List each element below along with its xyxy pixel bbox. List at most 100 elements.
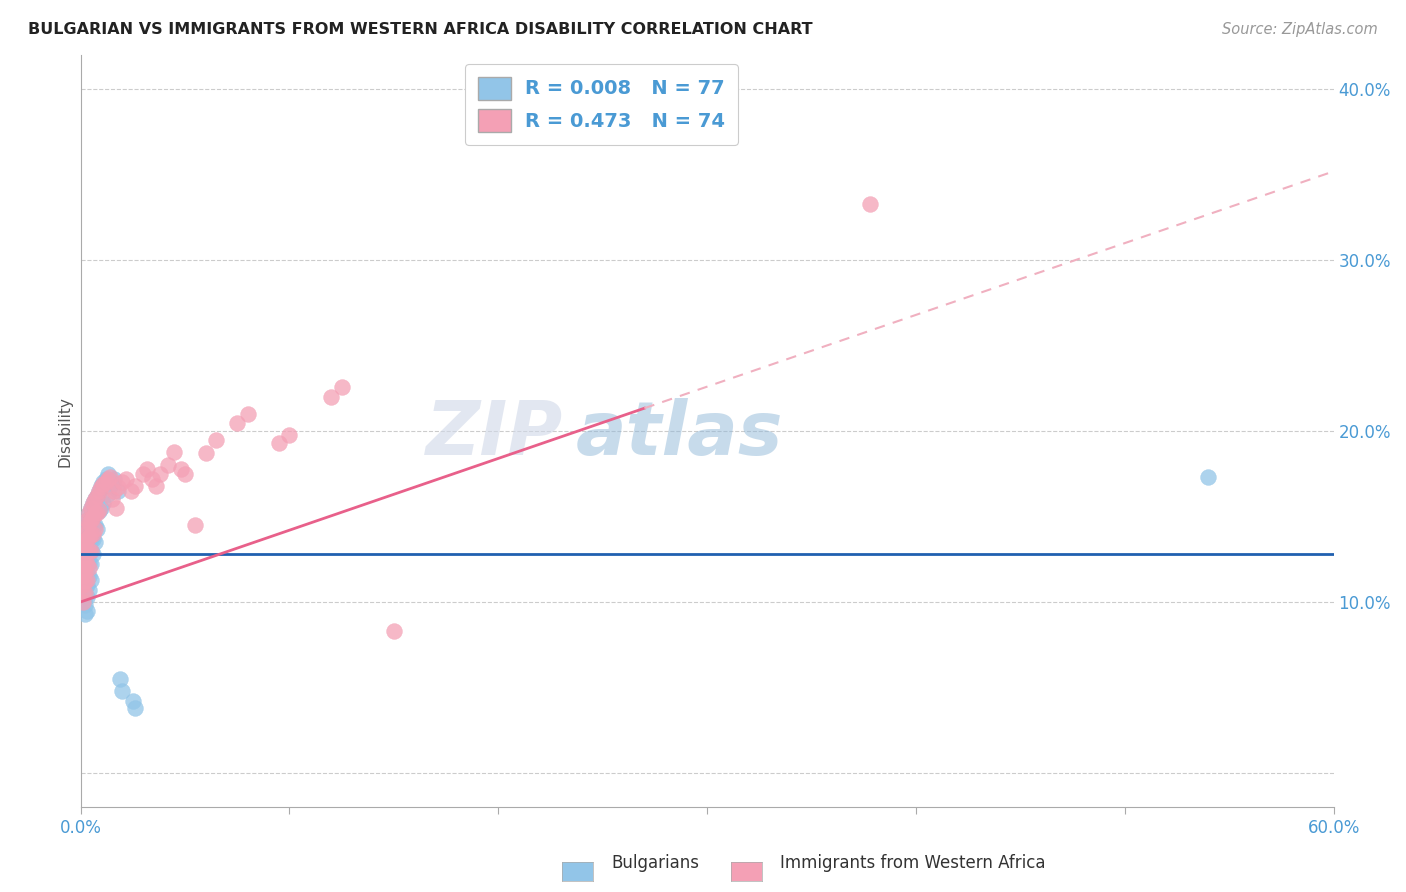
Point: [72, 535, 94, 549]
Point: [76, 543, 98, 558]
Point: [72, 543, 94, 558]
Text: BULGARIAN VS IMMIGRANTS FROM WESTERN AFRICA DISABILITY CORRELATION CHART: BULGARIAN VS IMMIGRANTS FROM WESTERN AFR…: [28, 22, 813, 37]
Point: [97, 467, 120, 481]
Point: [82, 509, 104, 524]
Point: [84, 492, 107, 507]
Point: [77, 516, 100, 531]
Point: [72, 558, 94, 572]
Point: [84, 506, 107, 520]
Point: [86, 521, 108, 535]
Point: [149, 467, 172, 481]
Point: [73, 586, 96, 600]
Point: [101, 475, 124, 490]
Point: [77, 543, 100, 558]
Text: Bulgarians: Bulgarians: [612, 855, 700, 872]
Point: [73, 573, 96, 587]
Point: [111, 475, 134, 490]
Point: [80, 543, 103, 558]
Point: [73, 582, 96, 596]
Point: [82, 506, 104, 520]
Point: [77, 561, 100, 575]
Point: [124, 701, 146, 715]
Point: [86, 504, 108, 518]
Point: [76, 513, 98, 527]
Point: [72, 543, 94, 558]
Point: [136, 461, 159, 475]
Point: [73, 552, 96, 566]
Point: [86, 506, 108, 520]
Point: [330, 379, 353, 393]
Point: [205, 433, 228, 447]
Point: [1197, 470, 1219, 484]
Point: [72, 552, 94, 566]
Point: [859, 196, 882, 211]
Point: [157, 458, 180, 473]
Point: [76, 578, 98, 592]
Point: [82, 518, 104, 533]
Point: [93, 477, 115, 491]
Point: [72, 595, 94, 609]
Point: [76, 603, 98, 617]
Point: [97, 472, 120, 486]
Point: [105, 501, 128, 516]
Point: [72, 586, 94, 600]
Point: [73, 564, 96, 578]
Point: [94, 472, 117, 486]
Point: [90, 501, 112, 516]
Point: [89, 502, 111, 516]
Point: [80, 501, 103, 516]
Point: [184, 518, 207, 533]
Point: [107, 481, 129, 495]
Point: [89, 483, 111, 498]
Point: [72, 561, 94, 575]
Point: [76, 590, 98, 604]
Point: [124, 479, 146, 493]
Point: [76, 573, 98, 587]
Point: [90, 479, 112, 493]
Point: [73, 543, 96, 558]
Point: [194, 446, 217, 460]
Point: [73, 607, 96, 621]
Point: [80, 526, 103, 541]
Point: [132, 467, 155, 481]
Point: [72, 547, 94, 561]
Point: [80, 513, 103, 527]
Point: [145, 479, 167, 493]
Point: [82, 496, 104, 510]
Point: [80, 509, 103, 524]
Point: [77, 530, 100, 544]
Text: atlas: atlas: [575, 399, 783, 471]
Point: [97, 487, 120, 501]
Point: [89, 504, 111, 518]
Point: [236, 407, 259, 421]
Point: [80, 532, 103, 546]
Point: [76, 532, 98, 546]
Point: [76, 521, 98, 535]
Point: [72, 569, 94, 583]
Point: [93, 496, 115, 510]
Point: [73, 547, 96, 561]
Point: [82, 496, 104, 510]
Point: [86, 489, 108, 503]
Point: [89, 483, 111, 498]
Text: ZIP: ZIP: [426, 399, 562, 471]
Point: [73, 526, 96, 541]
Point: [84, 535, 107, 549]
Point: [278, 427, 301, 442]
Point: [72, 578, 94, 592]
Point: [80, 520, 103, 534]
Point: [94, 475, 117, 490]
Point: [76, 558, 98, 572]
Point: [73, 590, 96, 604]
Point: [103, 472, 125, 486]
Point: [76, 530, 98, 544]
Point: [76, 521, 98, 535]
Point: [77, 582, 100, 597]
Point: [163, 444, 186, 458]
Point: [86, 489, 108, 503]
Point: [103, 483, 125, 498]
Y-axis label: Disability: Disability: [58, 396, 72, 467]
Point: [77, 569, 100, 583]
Point: [267, 436, 290, 450]
Point: [76, 558, 98, 572]
